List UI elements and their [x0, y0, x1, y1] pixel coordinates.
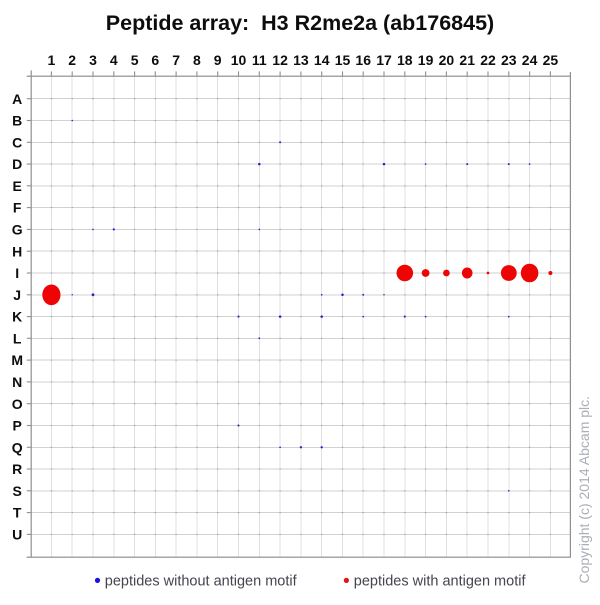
svg-text:T: T: [13, 505, 22, 521]
svg-text:A: A: [12, 91, 22, 107]
svg-text:25: 25: [543, 52, 559, 68]
svg-text:11: 11: [252, 52, 267, 68]
svg-text:R: R: [12, 461, 22, 477]
svg-text:12: 12: [272, 52, 288, 68]
svg-text:O: O: [12, 396, 23, 412]
svg-text:peptides without antigen motif: peptides without antigen motif: [105, 573, 298, 589]
svg-text:15: 15: [335, 52, 351, 68]
svg-text:L: L: [13, 330, 22, 346]
svg-text:G: G: [12, 222, 23, 238]
svg-text:19: 19: [418, 52, 434, 68]
svg-text:J: J: [13, 287, 21, 303]
svg-text:I: I: [15, 265, 19, 281]
svg-text:18: 18: [397, 52, 413, 68]
svg-text:21: 21: [459, 52, 475, 68]
svg-text:Q: Q: [12, 439, 23, 455]
svg-text:16: 16: [355, 52, 371, 68]
svg-text:20: 20: [439, 52, 455, 68]
svg-text:H: H: [12, 243, 22, 259]
svg-text:17: 17: [376, 52, 392, 68]
svg-text:U: U: [12, 527, 22, 543]
svg-text:24: 24: [522, 52, 538, 68]
svg-text:10: 10: [231, 52, 247, 68]
svg-text:Peptide array: H3 R2me2a (ab1: Peptide array: H3 R2me2a (ab176845): [106, 11, 494, 35]
svg-text:4: 4: [110, 52, 118, 68]
svg-text:1: 1: [48, 52, 56, 68]
svg-text:14: 14: [314, 52, 330, 68]
svg-text:M: M: [11, 352, 23, 368]
svg-text:8: 8: [193, 52, 201, 68]
svg-text:peptides with antigen motif: peptides with antigen motif: [354, 573, 527, 589]
svg-text:6: 6: [151, 52, 159, 68]
svg-text:D: D: [12, 156, 22, 172]
svg-text:S: S: [13, 483, 22, 499]
svg-text:C: C: [12, 134, 22, 150]
svg-text:K: K: [12, 309, 22, 325]
svg-text:5: 5: [131, 52, 139, 68]
svg-text:9: 9: [214, 52, 222, 68]
svg-text:E: E: [13, 178, 22, 194]
svg-text:B: B: [12, 113, 22, 129]
svg-text:23: 23: [501, 52, 517, 68]
svg-text:Copyright (c) 2014 Abcam plc.: Copyright (c) 2014 Abcam plc.: [576, 396, 592, 584]
svg-text:13: 13: [293, 52, 309, 68]
svg-text:22: 22: [480, 52, 496, 68]
svg-text:F: F: [13, 200, 22, 216]
svg-text:7: 7: [172, 52, 180, 68]
svg-text:N: N: [12, 374, 22, 390]
svg-text:P: P: [13, 418, 22, 434]
svg-text:3: 3: [89, 52, 97, 68]
svg-text:2: 2: [68, 52, 76, 68]
